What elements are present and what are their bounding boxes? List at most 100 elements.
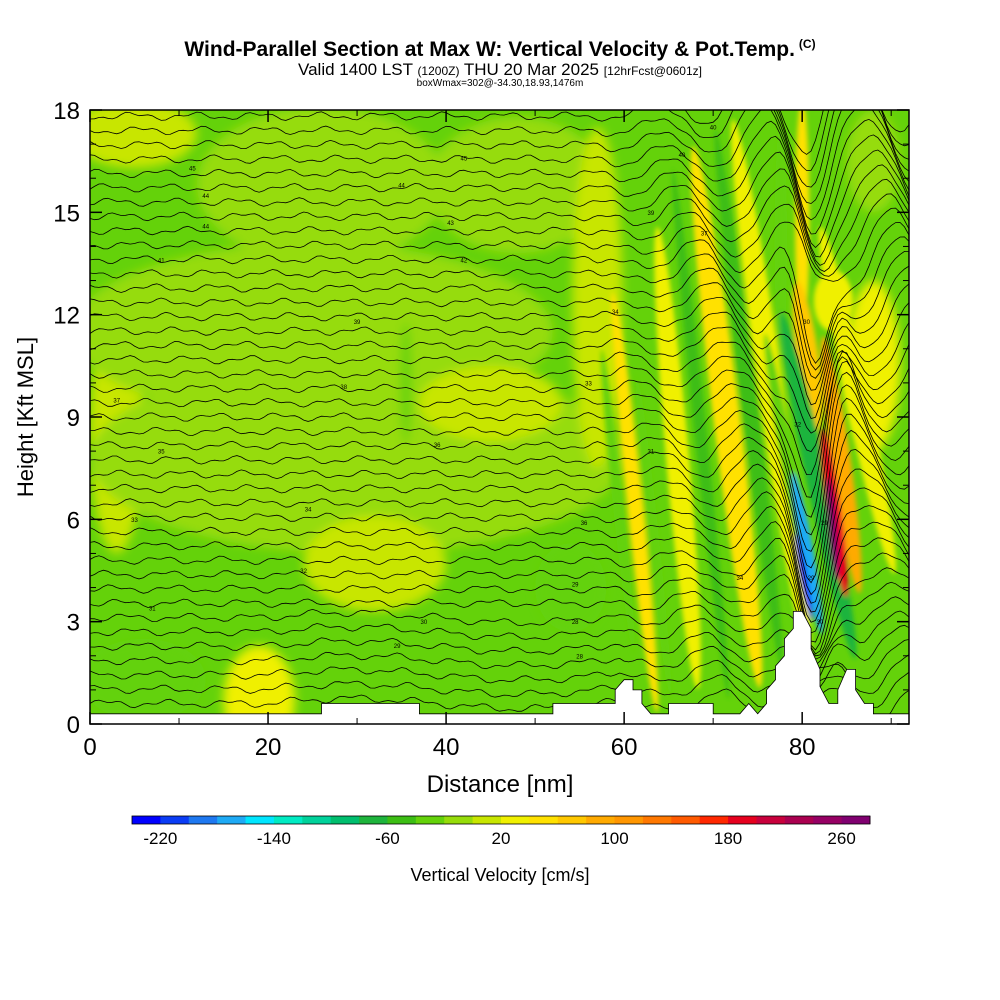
isentrope-lines bbox=[90, 110, 909, 723]
velocity-region bbox=[795, 110, 810, 339]
velocity-region bbox=[654, 226, 701, 689]
isentrope-label: 30 bbox=[803, 320, 810, 326]
isentrope-line bbox=[90, 505, 909, 634]
isentrope-label: 45 bbox=[461, 156, 468, 162]
isentrope-labels: 45 44 44 45 44 43 42 41 39 38 37 36 35 34 33 32 31 30 29 29… bbox=[113, 126, 828, 661]
velocity-region bbox=[90, 638, 206, 721]
colorbar-swatch bbox=[671, 816, 701, 824]
velocity-region bbox=[428, 116, 607, 254]
isentrope-line bbox=[90, 371, 909, 536]
isentrope-line bbox=[90, 596, 909, 666]
sharp-fields bbox=[601, 110, 896, 713]
isentrope-line bbox=[90, 149, 909, 258]
colorbar-swatch bbox=[359, 816, 388, 824]
velocity-fields bbox=[90, 110, 901, 724]
velocity-region bbox=[635, 373, 672, 700]
colorbar-swatch bbox=[529, 816, 559, 824]
valid-utc: (1200Z) bbox=[417, 64, 460, 78]
isentrope-line bbox=[90, 355, 909, 476]
isentrope-line bbox=[90, 413, 909, 584]
isentrope-line bbox=[90, 265, 909, 391]
isentrope-line bbox=[90, 351, 909, 498]
isentrope-label: 29 bbox=[808, 576, 815, 582]
isentrope-line bbox=[90, 251, 909, 379]
colorbar-swatch bbox=[642, 816, 672, 824]
isentrope-label: 44 bbox=[202, 224, 209, 230]
y-tick-label: 12 bbox=[53, 303, 80, 330]
isentrope-label: 29 bbox=[394, 644, 401, 650]
isentrope-line bbox=[90, 134, 909, 249]
isentrope-line bbox=[90, 567, 909, 657]
x-tick-label: 60 bbox=[611, 734, 638, 761]
isentrope-label: 34 bbox=[612, 310, 619, 316]
isentrope-label: 34 bbox=[737, 576, 744, 582]
isentrope-line bbox=[90, 521, 909, 643]
colorbar-swatch bbox=[841, 816, 871, 824]
velocity-region bbox=[774, 120, 788, 359]
y-tick-label: 9 bbox=[67, 405, 80, 432]
velocity-region bbox=[572, 127, 623, 469]
isentrope-line bbox=[90, 552, 909, 655]
isentrope-line bbox=[90, 624, 909, 681]
isentrope-label: 34 bbox=[305, 508, 312, 514]
colorbar-swatch bbox=[756, 816, 786, 824]
y-axis-label: Height [Kft MSL] bbox=[13, 337, 38, 497]
isentrope-line bbox=[90, 487, 909, 623]
isentrope-line bbox=[90, 193, 909, 277]
velocity-region bbox=[611, 292, 659, 713]
velocity-region bbox=[535, 543, 607, 632]
isentrope-line bbox=[90, 429, 909, 596]
isentrope-line bbox=[90, 448, 909, 604]
velocity-region bbox=[672, 169, 730, 699]
colorbar-tick-label: 260 bbox=[827, 829, 855, 848]
colorbar-frame bbox=[131, 815, 871, 825]
box-info: boxWmax=302@-34.30,18.93,1476m bbox=[416, 78, 584, 89]
x-axis-label: Distance [nm] bbox=[427, 771, 574, 798]
isentrope-label: 30 bbox=[817, 620, 824, 626]
isentrope-label: 36 bbox=[434, 443, 441, 449]
chart-subtitle: Valid 1400 LST (1200Z) THU 20 Mar 2025 [… bbox=[0, 60, 1000, 80]
isentrope-label: 32 bbox=[794, 422, 801, 428]
colorbar-tick-label: -140 bbox=[257, 829, 291, 848]
isentrope-label: 35 bbox=[158, 450, 165, 456]
isentrope-label: 36 bbox=[581, 521, 588, 527]
isentrope-label: 28 bbox=[576, 654, 583, 660]
isentrope-line bbox=[90, 360, 909, 518]
terrain bbox=[89, 611, 910, 725]
colorbar-swatch bbox=[586, 816, 616, 824]
isentrope-label: 33 bbox=[131, 518, 138, 524]
isentrope-line bbox=[90, 302, 909, 419]
velocity-region bbox=[818, 226, 896, 574]
colorbar-swatch bbox=[188, 816, 218, 824]
isentrope-label: 28 bbox=[572, 620, 579, 626]
isentrope-line bbox=[90, 384, 909, 552]
isentrope-label: 41 bbox=[158, 259, 165, 265]
isentrope-line bbox=[90, 322, 909, 434]
colorbar-swatch bbox=[132, 816, 161, 824]
isentrope-line bbox=[90, 236, 909, 371]
isentrope-line bbox=[90, 610, 909, 674]
colorbar-swatch bbox=[614, 816, 644, 824]
chart-title: Wind-Parallel Section at Max W: Vertical… bbox=[0, 37, 1000, 62]
isentrope-line bbox=[90, 118, 909, 235]
isentrope-label: 37 bbox=[113, 398, 120, 404]
colorbar-swatch bbox=[557, 816, 587, 824]
isentrope-line bbox=[90, 110, 909, 204]
isentrope-line bbox=[90, 283, 909, 406]
isentrope-line bbox=[90, 164, 909, 266]
velocity-region bbox=[601, 349, 635, 655]
colorbar-label: Vertical Velocity [cm/s] bbox=[410, 865, 589, 885]
colorbar-swatch bbox=[813, 816, 843, 824]
colorbar-swatch bbox=[784, 816, 814, 824]
colorbar-swatch bbox=[699, 816, 729, 824]
colorbar: -220 -140 -60 20 100 180 260 Vertical Velocity … bbox=[131, 815, 871, 885]
isentrope-label: 44 bbox=[398, 184, 405, 190]
colorbar-swatch bbox=[273, 816, 303, 824]
y-tick-label: 18 bbox=[53, 98, 80, 125]
isentrope-label: 39 bbox=[354, 320, 361, 326]
colorbar-swatch bbox=[330, 816, 360, 824]
colorbar-swatch bbox=[217, 816, 247, 824]
isentrope-label: 37 bbox=[701, 231, 708, 237]
isentrope-label: 30 bbox=[420, 620, 427, 626]
